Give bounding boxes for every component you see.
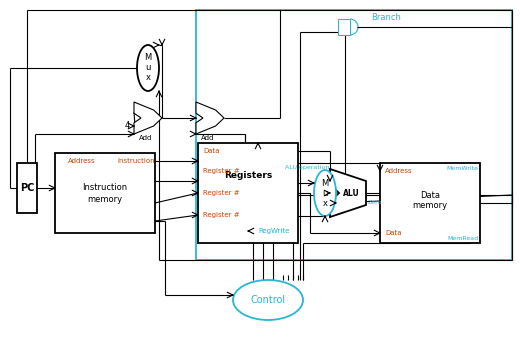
Text: Address: Address	[68, 158, 96, 164]
Text: Instruction: Instruction	[117, 158, 154, 164]
Bar	[198, 143, 298, 243]
Text: 4: 4	[125, 121, 130, 131]
Text: M: M	[321, 178, 329, 188]
Text: Add: Add	[201, 135, 215, 141]
Bar	[17, 163, 37, 213]
Text: PC: PC	[20, 183, 34, 193]
Text: Control: Control	[251, 295, 285, 305]
Text: x: x	[322, 199, 328, 207]
Text: Register #: Register #	[203, 168, 240, 174]
Text: memory: memory	[412, 201, 448, 210]
Text: Branch: Branch	[371, 13, 401, 21]
Polygon shape	[134, 102, 162, 134]
Text: Address: Address	[385, 168, 413, 174]
Bar	[380, 163, 480, 243]
Polygon shape	[196, 102, 224, 134]
Text: Add: Add	[139, 135, 153, 141]
Text: Registers: Registers	[224, 170, 272, 180]
Ellipse shape	[137, 45, 159, 91]
Text: u: u	[145, 63, 151, 73]
Text: Instruction: Instruction	[83, 183, 127, 193]
Text: ALU operation: ALU operation	[285, 165, 329, 170]
Polygon shape	[330, 169, 366, 217]
Bar	[338, 19, 350, 35]
Text: Register #: Register #	[203, 212, 240, 218]
Text: Data: Data	[203, 148, 219, 154]
Text: RegWrite: RegWrite	[258, 228, 289, 234]
Text: u: u	[322, 189, 328, 197]
Text: x: x	[146, 74, 150, 82]
Text: MemWrite: MemWrite	[446, 165, 478, 170]
Text: Data: Data	[385, 230, 401, 236]
Text: M: M	[145, 54, 152, 63]
Text: Data: Data	[420, 190, 440, 200]
Text: memory: memory	[87, 195, 123, 203]
Text: Register #: Register #	[203, 190, 240, 196]
Ellipse shape	[314, 170, 336, 216]
Ellipse shape	[233, 280, 303, 320]
Text: MemRead: MemRead	[447, 235, 478, 240]
Text: Zero: Zero	[368, 201, 383, 206]
Bar	[55, 153, 155, 233]
Bar	[196, 10, 512, 260]
Text: ALU: ALU	[343, 189, 359, 197]
